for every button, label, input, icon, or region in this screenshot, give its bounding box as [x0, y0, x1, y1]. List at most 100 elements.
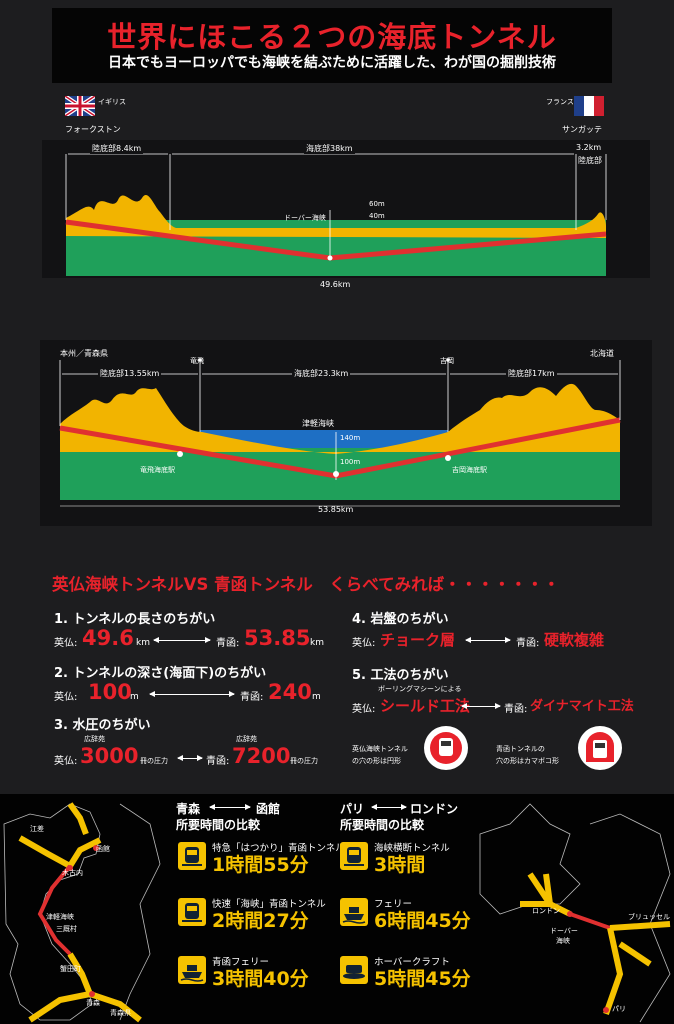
folkestone-label: フォークストン [65, 125, 121, 134]
train-icon [178, 898, 206, 926]
page-title: 世界にほこる２つの海底トンネル [107, 20, 557, 54]
eu-route-to: ロンドン [410, 802, 459, 816]
map-label-kanita: 蟹田町 [60, 965, 81, 973]
uk-length-unit: km [136, 638, 150, 648]
france-country-label: フランス [546, 98, 574, 106]
route-arrow [209, 804, 251, 810]
eu-option-time-3: 5時間45分 [374, 968, 471, 990]
jp-option-time-1: 1時間55分 [212, 854, 309, 876]
comparison-arrow [465, 637, 511, 643]
map-label-tsugaru: 津軽海峡 [46, 913, 74, 921]
uk-shape-caption-2: の穴の形は円形 [352, 757, 401, 765]
comparison-arrow [461, 703, 501, 709]
yoshioka-station-label: 吉岡海底駅 [452, 466, 487, 474]
header-banner: 世界にほこる２つの海底トンネル 日本でもヨーロッパでも海峡を結ぶために活躍した、… [52, 8, 612, 83]
jp-length-value: 53.85 [244, 626, 311, 650]
jp-pressure-note: 広辞苑 [236, 735, 257, 743]
jp-option-time-2: 2時間27分 [212, 910, 309, 932]
uk-rock-value: チョーク層 [380, 631, 456, 649]
tunnel-depth-label: 100m [340, 458, 361, 466]
uk-method-value: シールド工法 [380, 697, 471, 715]
eu-route-from: パリ [340, 802, 365, 816]
jp-label: 青函: [206, 756, 230, 767]
uk-label: 英仏: [352, 704, 376, 715]
uk-method-note: ボーリングマシーンによる [378, 685, 462, 693]
uk-pressure-value: 3000 [80, 744, 139, 768]
map-label-aomori: 青森 [86, 999, 100, 1007]
comparison-arrow [177, 755, 203, 761]
tappi-label: 竜飛 [190, 357, 204, 365]
eu-option-time-1: 3時間 [374, 854, 426, 876]
sea-depth-label: 60m [369, 200, 385, 208]
right-land-length: 陸底部17km [506, 368, 557, 379]
channel-tunnel-diagram [65, 153, 607, 281]
map-label-aomori-pref: 青森県 [110, 1009, 131, 1017]
uk-flag-icon [63, 94, 97, 118]
uk-label: 英仏: [54, 638, 78, 649]
eu-option-name-3: ホーバークラフト [374, 957, 450, 968]
jp-shape-caption-2: 穴の形はカマボコ形 [496, 757, 559, 765]
comparison-title: 英仏海峡トンネルVS 青函トンネル くらべてみれば・・・・・・・ [52, 575, 560, 594]
left-land-length: 陸底部8.4km [90, 143, 144, 154]
uk-label: 英仏: [54, 692, 78, 703]
hokkaido-label: 北海道 [590, 349, 614, 358]
jp-pressure-value: 7200 [232, 744, 291, 768]
seikan-tunnel-diagram [59, 358, 621, 507]
dover-strait-map [479, 803, 671, 1023]
comparison-heading-depth: 2. トンネルの深さ(海面下)のちがい [54, 666, 267, 681]
tappi-station-label: 竜飛海底駅 [140, 466, 175, 474]
right-land-length: 3.2km [576, 143, 602, 152]
circular-tunnel-icon [424, 726, 468, 770]
jp-label: 青函: [516, 638, 540, 649]
train-icon [340, 842, 368, 870]
uk-label: 英仏: [352, 638, 376, 649]
map-label-hakodate: 函館 [96, 845, 110, 853]
uk-pressure-unit: 冊の圧力 [140, 757, 168, 765]
seikan-tunnel-total-length: 53.85km [318, 505, 354, 514]
jp-depth-value: 240 [268, 680, 312, 704]
uk-shape-caption-1: 英仏海峡トンネル [352, 745, 408, 753]
jp-label: 青函: [504, 704, 528, 715]
ferry-icon [178, 956, 206, 984]
map-label-minmaya: 三厩村 [56, 925, 77, 933]
uk-depth-value: 100 [88, 680, 132, 704]
comparison-heading-rock: 4. 岩盤のちがい [352, 612, 449, 627]
eu-option-name-1: 海峡横断トンネル [374, 843, 450, 854]
route-arrow [371, 804, 407, 810]
sea-section-length: 海底部38km [304, 143, 355, 154]
uk-pressure-note: 広辞苑 [84, 735, 105, 743]
hovercraft-icon [340, 956, 368, 984]
uk-label: 英仏: [54, 756, 78, 767]
arched-tunnel-icon [578, 726, 622, 770]
jp-length-unit: km [310, 638, 324, 648]
channel-tunnel-total-length: 49.6km [320, 280, 351, 289]
travel-comparison-section: 江差 函館 木古内 津軽海峡 三厩村 蟹田町 青森 青森県 青森 函館 所要時間… [0, 794, 674, 1024]
eu-option-name-2: フェリー [374, 899, 413, 910]
jp-rock-value: 硬軟複雑 [544, 631, 605, 649]
jp-pressure-unit: 冊の圧力 [290, 757, 318, 765]
uk-depth-unit: m [130, 692, 139, 702]
page-subtitle: 日本でもヨーロッパでも海峡を結ぶために活躍した、わが国の掘削技術 [108, 55, 556, 71]
jp-route-from: 青森 [176, 802, 201, 816]
jp-option-name-3: 青函フェリー [212, 957, 270, 968]
jp-shape-caption-1: 青函トンネルの [496, 745, 545, 753]
map-label-kikonai: 木古内 [62, 869, 83, 877]
honshu-label: 本州／青森県 [60, 349, 108, 358]
train-icon [178, 842, 206, 870]
comparison-heading-pressure: 3. 水圧のちがい [54, 718, 151, 733]
yoshioka-label: 吉岡 [440, 357, 454, 365]
jp-label: 青函: [216, 638, 240, 649]
jp-route-to: 函館 [256, 802, 281, 816]
comparison-heading-length: 1. トンネルの長さのちがい [54, 612, 216, 627]
eu-option-time-2: 6時間45分 [374, 910, 471, 932]
right-land-label: 陸底部 [578, 156, 602, 165]
jp-option-time-3: 3時間40分 [212, 968, 309, 990]
map-label-brussels: ブリュッセル [628, 913, 670, 921]
dover-strait-label: ドーバー海峡 [284, 214, 326, 222]
jp-label: 青函: [240, 692, 264, 703]
jp-option-name-1: 特急「はつかり」青函トンネル [212, 843, 345, 854]
map-label-esashi: 江差 [30, 825, 44, 833]
jp-method-value: ダイナマイト工法 [530, 699, 634, 714]
sangatte-label: サンガッテ [562, 125, 602, 134]
comparison-arrow [153, 637, 211, 643]
